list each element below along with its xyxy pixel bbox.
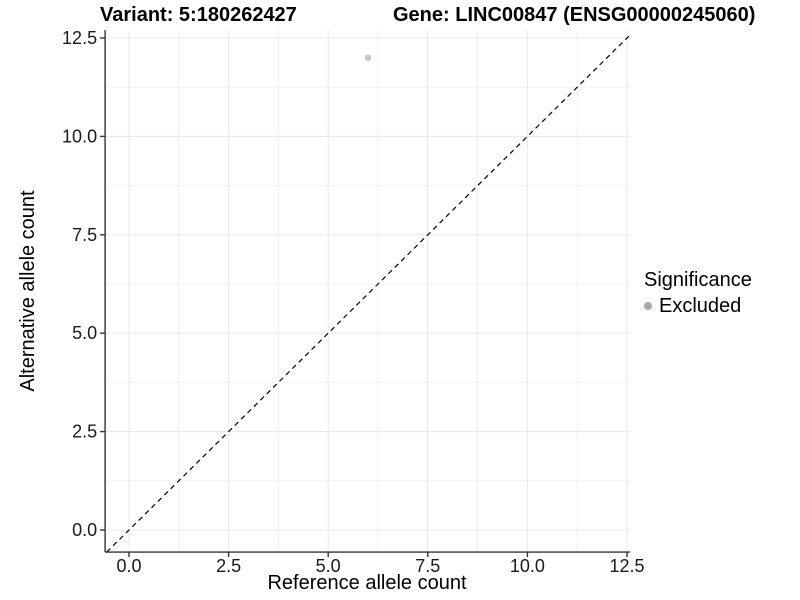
legend-title: Significance: [644, 269, 752, 291]
x-tick-label: 5.0: [316, 556, 341, 576]
axis-ticks: [100, 37, 628, 558]
data-points: [364, 54, 372, 61]
x-tick-label: 2.5: [216, 556, 241, 576]
x-tick-labels: 0.0 2.5 5.0 7.5 10.0 12.5: [116, 556, 644, 576]
x-tick-label: 12.5: [609, 556, 644, 576]
identity-line: [106, 34, 631, 553]
y-tick-label: 0.0: [72, 520, 97, 540]
x-axis-title: Reference allele count: [267, 572, 467, 594]
x-tick-label: 10.0: [510, 556, 545, 576]
legend: Significance Excluded: [644, 268, 752, 318]
y-tick-labels: 0.0 2.5 5.0 7.5 10.0 12.5: [62, 28, 97, 540]
y-axis-title: Alternative allele count: [17, 190, 39, 392]
legend-item-excluded: Excluded: [644, 294, 752, 318]
plot-title-gene: Gene: LINC00847 (ENSG00000245060): [393, 4, 756, 26]
plot-title-variant: Variant: 5:180262427: [100, 4, 297, 26]
y-tick-label: 2.5: [72, 422, 97, 442]
grid-major: [105, 30, 631, 553]
scatter-point: [364, 54, 372, 61]
y-tick-label: 12.5: [62, 28, 97, 48]
legend-point-icon: [644, 302, 652, 310]
x-tick-label: 7.5: [415, 556, 440, 576]
y-tick-label: 7.5: [72, 225, 97, 245]
legend-item-label: Excluded: [659, 295, 742, 317]
axis-lines: [104, 30, 631, 553]
grid-minor: [105, 30, 631, 553]
x-tick-label: 0.0: [116, 556, 141, 576]
y-tick-label: 5.0: [72, 323, 97, 343]
y-tick-label: 10.0: [62, 126, 97, 146]
